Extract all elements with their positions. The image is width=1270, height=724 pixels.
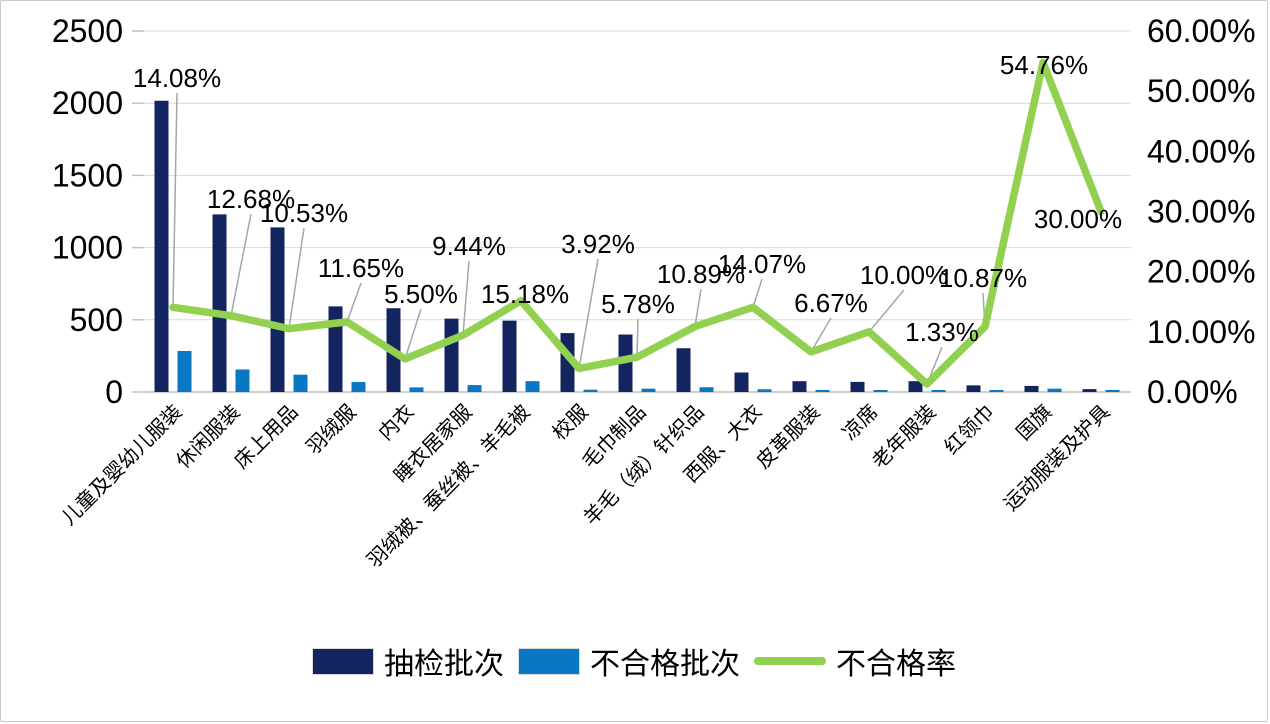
x-category-label: 儿童及婴幼儿服装	[57, 400, 186, 529]
rate-data-label: 10.87%	[939, 263, 1027, 293]
bar-sampled	[966, 385, 981, 392]
bar-sampled	[212, 214, 227, 392]
bar-sampled	[270, 227, 285, 392]
x-category-label: 休闲服装	[172, 400, 245, 473]
x-category-label: 红领巾	[940, 400, 999, 459]
bar-unqualified	[873, 390, 888, 392]
rate-data-label: 5.50%	[384, 279, 458, 309]
bar-unqualified	[989, 390, 1004, 392]
legend-item-rate: 不合格率	[754, 639, 956, 683]
bar-sampled	[1082, 389, 1097, 392]
bar-sampled	[502, 320, 517, 392]
rate-label-leader-line	[636, 318, 639, 358]
rate-series-line-swatch	[754, 657, 826, 665]
rate-data-label: 54.76%	[1000, 50, 1088, 80]
bar-unqualified	[1105, 390, 1120, 392]
rate-data-label: 30.00%	[1034, 204, 1122, 234]
rate-label-leader-line	[810, 317, 832, 353]
bar-unqualified	[757, 389, 772, 392]
left-axis-tick-label: 500	[70, 302, 123, 338]
rate-data-label: 10.53%	[260, 198, 348, 228]
right-axis-tick-label: 30.00%	[1147, 194, 1256, 230]
legend-label-sampled: 抽检批次	[384, 648, 504, 681]
rate-label-leader-line	[404, 308, 422, 360]
unqualified-series-swatch	[518, 647, 580, 675]
right-axis-tick-label: 10.00%	[1147, 314, 1256, 350]
legend-label-rate: 不合格率	[836, 648, 956, 681]
x-category-label: 老年服装	[868, 400, 941, 473]
bar-sampled	[676, 348, 691, 392]
rate-data-label: 12.68%	[207, 184, 295, 214]
bar-unqualified	[409, 387, 424, 392]
rate-label-leader-line	[346, 282, 362, 323]
bar-unqualified	[177, 350, 192, 392]
right-axis-tick-label: 20.00%	[1147, 254, 1256, 290]
rate-data-label: 1.33%	[905, 317, 979, 347]
bar-unqualified	[583, 389, 598, 392]
bar-sampled	[1024, 385, 1039, 392]
rate-data-label: 5.78%	[601, 289, 675, 319]
x-category-label: 凉席	[838, 400, 883, 445]
bar-sampled	[792, 381, 807, 392]
rate-data-label: 15.18%	[481, 279, 569, 309]
bar-sampled	[154, 100, 169, 392]
bar-sampled	[444, 318, 459, 392]
bar-unqualified	[931, 390, 946, 392]
rate-data-label: 14.07%	[718, 249, 806, 279]
right-axis-tick-label: 40.00%	[1147, 133, 1256, 169]
bar-unqualified	[351, 382, 366, 392]
left-axis-tick-label: 2500	[52, 13, 123, 49]
bar-sampled	[908, 381, 923, 392]
rate-data-label: 10.89%	[657, 259, 745, 289]
left-axis-tick-label: 1000	[52, 230, 123, 266]
x-category-label: 床上用品	[230, 400, 303, 473]
bar-unqualified	[699, 387, 714, 392]
bar-sampled	[734, 372, 749, 392]
legend-item-sampled: 抽检批次	[312, 639, 504, 683]
left-axis-tick-label: 2000	[52, 85, 123, 121]
rate-label-leader-line	[694, 288, 702, 327]
bar-unqualified	[641, 388, 656, 392]
rate-label-leader-line	[578, 258, 599, 369]
bar-unqualified	[1047, 388, 1062, 392]
x-category-label: 皮革服装	[752, 400, 825, 473]
rate-data-label: 11.65%	[318, 253, 404, 283]
rate-data-label: 9.44%	[432, 231, 506, 261]
x-category-label: 羽绒服	[302, 400, 361, 459]
x-category-label: 校服	[548, 400, 593, 445]
left-axis-tick-label: 1500	[52, 157, 123, 193]
x-category-label: 内衣	[374, 400, 419, 445]
bar-unqualified	[815, 390, 830, 392]
rate-label-leader-line	[462, 260, 470, 336]
rate-label-leader-line	[868, 289, 905, 333]
bar-unqualified	[467, 385, 482, 392]
bar-unqualified	[293, 374, 308, 392]
x-category-label: 运动服装及护具	[999, 400, 1114, 515]
rate-label-leader-line	[288, 227, 305, 329]
left-axis-tick-label: 0	[105, 374, 123, 410]
right-axis-tick-label: 60.00%	[1147, 13, 1256, 49]
rate-data-label: 6.67%	[794, 288, 868, 318]
right-axis-tick-label: 50.00%	[1147, 73, 1256, 109]
bar-sampled	[618, 334, 633, 392]
chart-legend: 抽检批次 不合格批次 不合格率	[1, 639, 1267, 683]
rate-label-leader-line	[172, 92, 178, 308]
bar-sampled	[850, 381, 865, 392]
right-axis-tick-label: 0.00%	[1147, 374, 1238, 410]
rate-label-leader-line	[752, 278, 763, 308]
rate-label-leader-line	[230, 213, 252, 316]
bar-unqualified	[235, 369, 250, 392]
x-category-label: 国旗	[1012, 400, 1057, 445]
bar-unqualified	[525, 381, 540, 392]
rate-line	[169, 58, 1105, 388]
sampled-series-swatch	[312, 647, 374, 675]
rate-data-label: 3.92%	[561, 229, 635, 259]
bar-sampled	[328, 306, 343, 392]
rate-data-label: 10.00%	[860, 260, 948, 290]
legend-item-unqualified: 不合格批次	[518, 639, 740, 683]
rate-data-label: 14.08%	[133, 63, 221, 93]
legend-label-unqualified: 不合格批次	[590, 648, 740, 681]
